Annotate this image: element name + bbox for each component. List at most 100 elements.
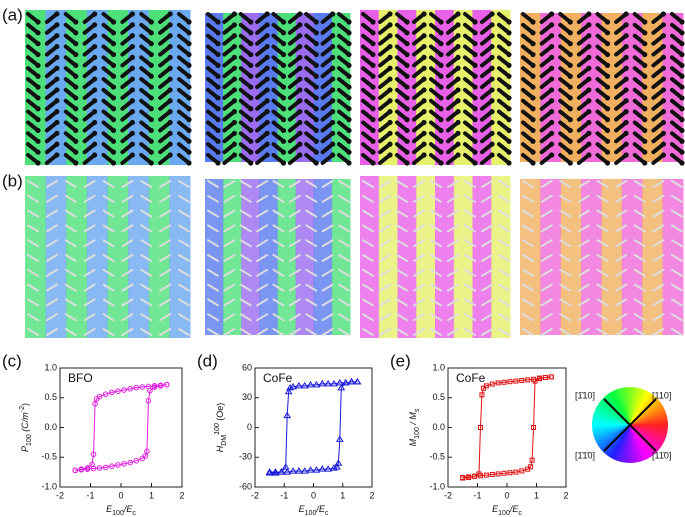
marker (472, 473, 478, 479)
spin-arrow (102, 209, 115, 218)
spin-arrow (652, 298, 665, 307)
spin-arrow (45, 254, 58, 262)
spin-arrow (223, 194, 236, 203)
label-part: E (299, 504, 306, 514)
spin-arrow (159, 298, 172, 307)
marker (294, 381, 303, 389)
spin-head (54, 87, 60, 93)
spin-arrow (413, 239, 425, 248)
spin-arrow (633, 298, 646, 307)
spin-arrow (321, 298, 334, 307)
spin-arrow (522, 209, 534, 218)
marker (157, 382, 164, 389)
spin-arrow (272, 268, 285, 277)
spin-head (455, 33, 461, 39)
x-tick-label: -2 (444, 490, 452, 500)
spin-arrow (559, 328, 572, 336)
spin-arrow (633, 180, 646, 188)
spin-head (472, 84, 478, 90)
spin-head (679, 84, 685, 90)
marker (335, 378, 344, 386)
spin-arrow (178, 239, 190, 248)
spin-head (231, 43, 237, 50)
spin-head (186, 138, 192, 144)
spin-head (297, 87, 303, 93)
spin-head (679, 106, 685, 112)
x-tick-label: 1 (149, 490, 154, 500)
spin-head (679, 62, 685, 68)
spin-arrow (140, 224, 153, 233)
spin-arrow (223, 239, 236, 248)
spin-arrow (102, 254, 115, 262)
domain-stripe (662, 179, 684, 335)
spin-head (604, 160, 611, 166)
x-axis-label: E100/Ec (492, 504, 522, 517)
spin-arrow (379, 328, 391, 336)
marker (121, 460, 127, 467)
spin-arrow (45, 298, 58, 307)
label-part: 100 (498, 510, 510, 517)
domain-stripe (169, 176, 191, 338)
domain-stripe (86, 10, 108, 165)
spin-arrow (140, 254, 153, 262)
spin-arrow (481, 194, 493, 203)
spin-head (167, 141, 173, 147)
spin-arrow (671, 298, 683, 307)
domain-stripe (520, 179, 541, 335)
spin-arrow (256, 209, 269, 218)
spin-head (346, 106, 352, 112)
spin-arrow (178, 180, 190, 188)
spin-arrow (652, 239, 665, 248)
label-part: (Oe) (215, 403, 225, 424)
marker (109, 463, 115, 469)
marker (102, 391, 109, 397)
spin-head (92, 109, 98, 115)
marker (507, 470, 513, 476)
spin-head (35, 127, 41, 134)
domain-stripe (397, 176, 417, 338)
spin-arrow (102, 298, 115, 307)
spin-head (421, 98, 427, 104)
spin-arrow (362, 298, 374, 307)
domain-stripe (313, 179, 333, 335)
spin-head (92, 98, 98, 104)
spin-head (472, 30, 478, 36)
spin-head (623, 119, 629, 126)
spin-head (387, 87, 393, 93)
spin-head (297, 98, 303, 104)
y-tick-label: -1.0 (429, 481, 445, 491)
spin-head (264, 22, 270, 28)
spin-head (489, 22, 495, 28)
spin-head (679, 117, 685, 123)
spin-arrow (464, 328, 476, 336)
spin-head (472, 149, 478, 155)
spin-arrow (559, 254, 572, 262)
spin-head (54, 98, 60, 104)
spin-arrow (159, 268, 172, 277)
spin-head (313, 19, 319, 25)
spin-head (346, 84, 352, 90)
spin-head (472, 127, 478, 134)
spin-arrow (362, 224, 374, 233)
spin-head (129, 98, 135, 104)
spin-arrow (338, 268, 350, 277)
spin-arrow (83, 180, 96, 188)
spin-head (489, 11, 495, 17)
spin-arrow (430, 194, 442, 203)
spin-head (530, 160, 536, 166)
spin-head (623, 76, 629, 82)
domain-stripe (453, 176, 473, 338)
spin-arrow (27, 254, 39, 262)
spin-arrow (447, 194, 459, 203)
spin-head (313, 160, 319, 166)
spin-head (248, 30, 254, 36)
spin-head (54, 65, 60, 71)
spin-arrow (239, 239, 252, 248)
spin-head (35, 117, 41, 123)
spin-arrow (596, 194, 609, 203)
spin-arrow (207, 298, 219, 307)
spin-head (346, 95, 352, 101)
spin-head (404, 51, 410, 58)
spin-head (92, 22, 98, 28)
spin-arrow (596, 298, 609, 307)
